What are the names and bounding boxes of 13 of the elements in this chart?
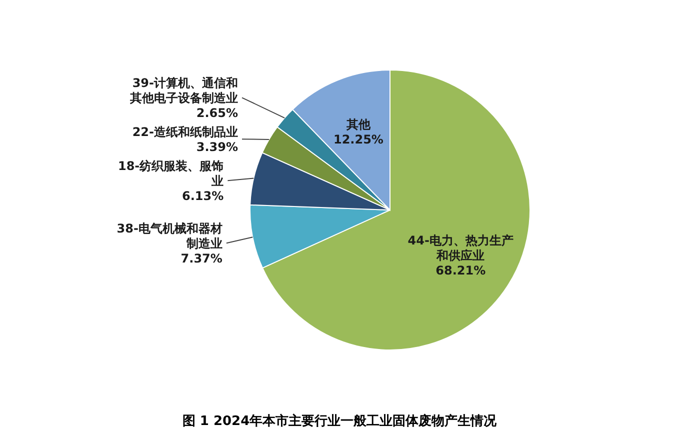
slice-label: 18-纺织服装、服饰业 <box>118 159 224 188</box>
data-label: 12.25% <box>333 132 384 147</box>
data-label: 2.65% <box>196 106 238 120</box>
slice-label: 44-电力、热力生产和供应业 <box>408 233 514 262</box>
slice-label: 22-造纸和纸制品业 <box>132 125 238 140</box>
slice-label: 39-计算机、通信和其他电子设备制造业 <box>129 76 238 106</box>
slice-label: 38-电气机械和器材制造业 <box>116 222 222 251</box>
data-label: 68.21% <box>436 263 486 278</box>
data-label: 3.39% <box>196 140 238 154</box>
caption: 图 1 2024年本市主要行业一般工业固体废物产生情况 <box>182 413 498 429</box>
data-label: 7.37% <box>180 252 222 266</box>
slice-label: 其他 <box>345 118 372 132</box>
data-label: 6.13% <box>182 189 224 204</box>
